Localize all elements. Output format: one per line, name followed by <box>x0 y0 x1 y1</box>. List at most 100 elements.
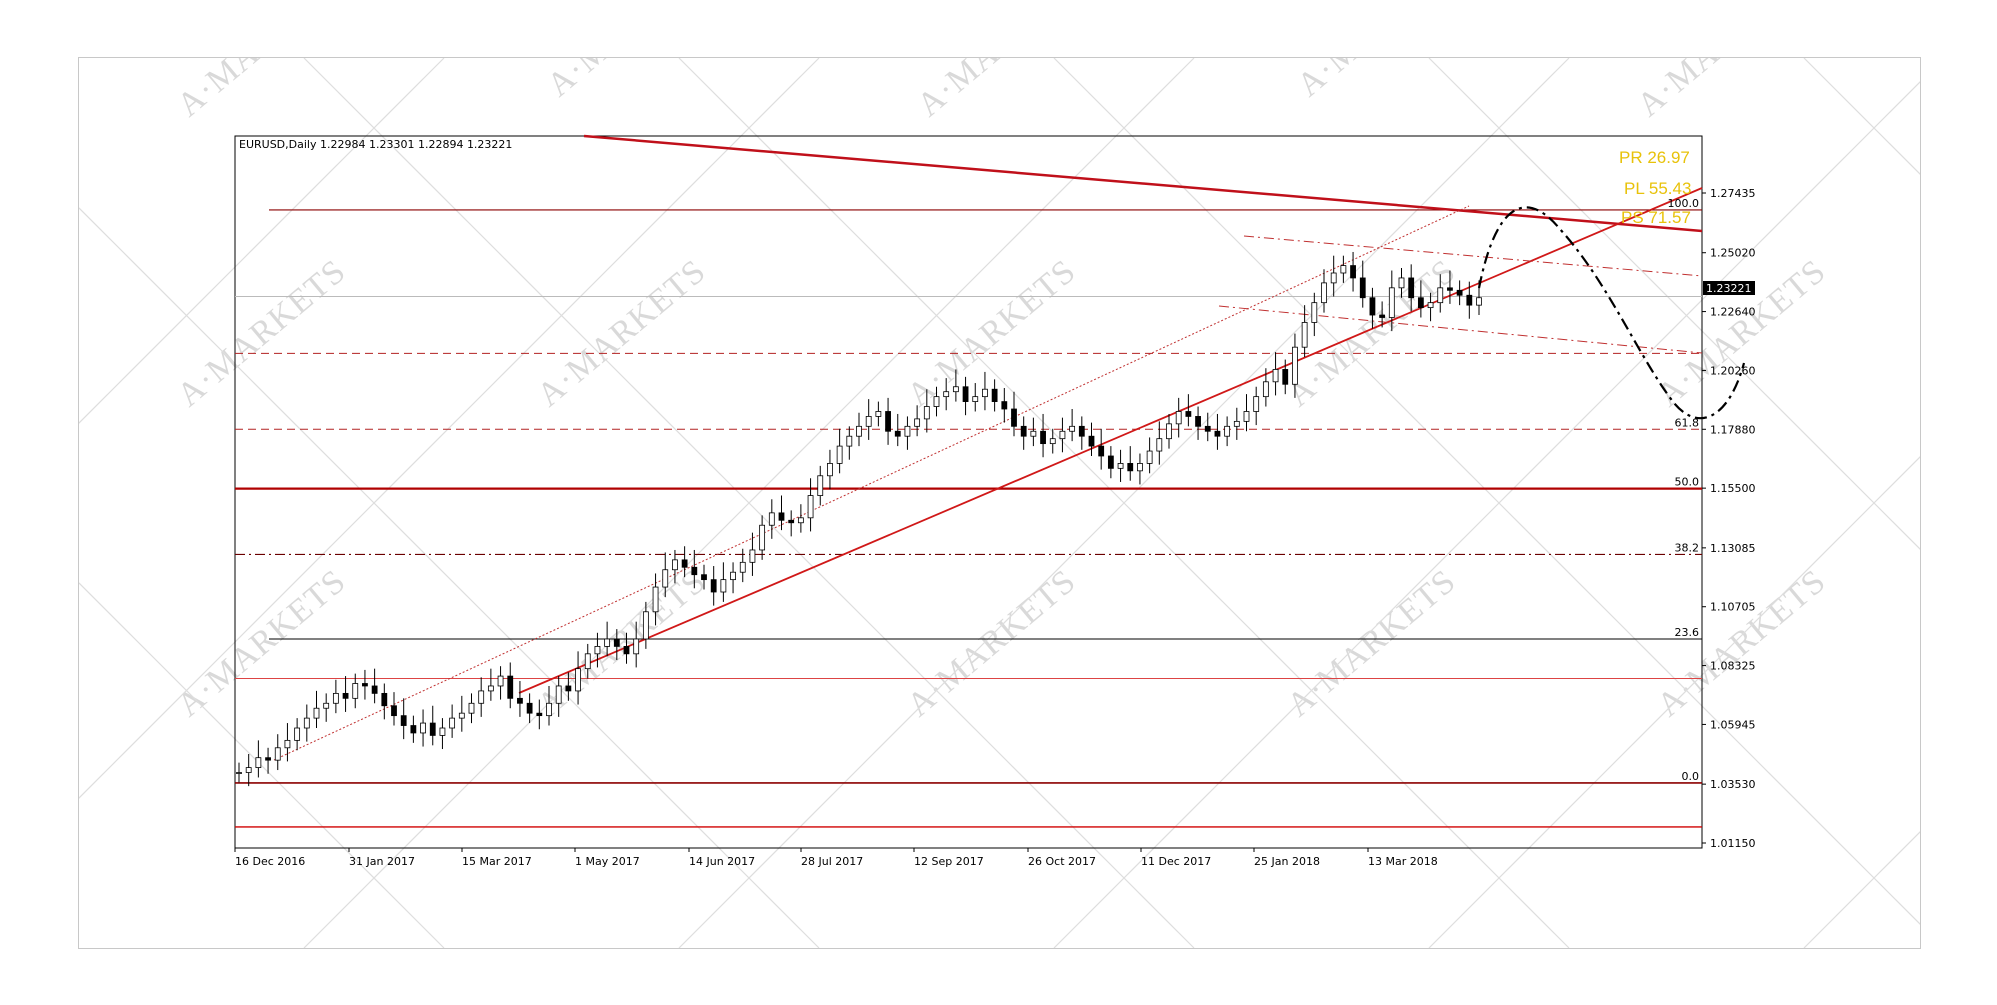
candle-body <box>1243 411 1250 422</box>
x-tick-label: 28 Jul 2017 <box>801 855 863 868</box>
candle-body <box>885 411 891 432</box>
candle-body <box>904 425 911 437</box>
candle-body <box>691 566 698 576</box>
watermark-logo: A·MARKETS <box>170 563 353 725</box>
lower-channel-line <box>1218 305 1703 354</box>
candle-body <box>478 690 485 704</box>
x-tick-label: 14 Jun 2017 <box>689 855 755 868</box>
candle-body <box>817 475 824 496</box>
candle-body <box>1272 369 1279 383</box>
candle-body <box>1427 302 1434 309</box>
y-tick-label: 1.05945 <box>1710 718 1756 731</box>
candle-body <box>894 430 901 437</box>
candle-body <box>526 702 533 714</box>
y-axis: 1.27435 1.25020 1.22640 1.20260 1.17880 1.155… <box>1702 187 1756 850</box>
annotation-pr: PR 26.97 <box>1619 148 1690 167</box>
candle-body <box>1369 297 1376 316</box>
candle-body <box>1388 287 1395 318</box>
y-tick-label: 1.22640 <box>1710 306 1756 319</box>
candle-body <box>323 702 330 709</box>
candle-body <box>846 435 853 447</box>
candle-body <box>710 579 717 593</box>
candle-body <box>1156 438 1163 452</box>
x-tick-label: 31 Jan 2017 <box>349 855 415 868</box>
candle-body <box>1030 430 1037 437</box>
watermark-logo: A·MARKETS <box>1280 563 1463 725</box>
candle-body <box>274 747 281 761</box>
candle-body <box>439 727 446 736</box>
y-tick-label: 1.03530 <box>1710 778 1756 791</box>
candle-body <box>1233 420 1240 427</box>
candle-body <box>827 463 833 477</box>
candle-body <box>923 406 930 420</box>
price-chart: A·MARKETS A·MARKETS A·MARKETS A·MARKETS A·MA… <box>79 58 1920 948</box>
candle-body <box>778 512 785 521</box>
watermark-logo: A·MARKETS <box>1650 253 1833 415</box>
candle-body <box>1379 314 1386 318</box>
last-price-tag: 1.23221 <box>1703 281 1755 295</box>
candle-body <box>1321 282 1327 304</box>
candle-body <box>623 646 630 655</box>
x-tick-label: 1 May 2017 <box>575 855 640 868</box>
y-tick-label: 1.17880 <box>1710 423 1756 436</box>
x-tick-label: 16 Dec 2016 <box>235 855 305 868</box>
candle-body <box>642 611 649 640</box>
candle-body <box>701 574 707 581</box>
x-tick-label: 13 Mar 2018 <box>1368 855 1438 868</box>
watermark-logo: A·MARKETS <box>1290 58 1473 104</box>
candle-body <box>565 685 572 692</box>
candle-body <box>662 569 669 588</box>
candle-body <box>681 559 688 568</box>
candle-body <box>1078 425 1085 437</box>
trend-lines <box>273 134 1703 761</box>
candle-body <box>1098 445 1105 457</box>
candle-body <box>1011 408 1017 427</box>
horizontal-levels <box>235 209 1702 828</box>
fib-level-label: 23.6 <box>1675 626 1700 639</box>
candle-body <box>856 425 862 437</box>
candle-body <box>836 445 843 464</box>
candle-body <box>788 519 795 524</box>
candle-body <box>933 396 940 407</box>
candle-body <box>594 646 601 655</box>
candle-body <box>633 638 640 655</box>
y-tick-label: 1.10705 <box>1710 601 1756 614</box>
upper-channel-line <box>1243 235 1703 277</box>
y-tick-label: 1.27435 <box>1710 187 1756 200</box>
fib-labels: 100.0 61.8 50.0 38.2 23.6 0.0 <box>1668 197 1700 783</box>
x-tick-label: 11 Dec 2017 <box>1141 855 1211 868</box>
candle-body <box>1476 297 1482 306</box>
y-tick-label: 1.15500 <box>1710 482 1756 495</box>
candle-body <box>1408 277 1415 299</box>
candle-body <box>749 549 756 563</box>
fib-level-label: 38.2 <box>1675 541 1700 554</box>
candle-body <box>468 702 475 714</box>
candle-body <box>652 586 659 613</box>
candle-body <box>575 668 581 692</box>
candle-body <box>352 683 359 699</box>
candle-body <box>342 692 349 699</box>
candle-body <box>1224 425 1231 437</box>
candle-body <box>303 717 310 729</box>
candle-body <box>1350 265 1356 279</box>
candle-body <box>1292 346 1298 385</box>
forecast-curve <box>1477 206 1746 420</box>
x-tick-label: 26 Oct 2017 <box>1028 855 1096 868</box>
candle-body <box>797 517 804 524</box>
forecast-path <box>1477 206 1746 420</box>
watermark-logo: A·MARKETS <box>170 58 353 124</box>
candle-body <box>1166 423 1172 440</box>
x-tick-label: 12 Sep 2017 <box>914 855 984 868</box>
candle-body <box>517 697 523 704</box>
candle-body <box>1049 438 1056 445</box>
y-tick-label: 1.25020 <box>1710 247 1756 260</box>
candle-body <box>739 561 746 573</box>
candle-body <box>982 388 988 398</box>
candle-body <box>730 571 736 581</box>
x-axis: 16 Dec 2016 31 Jan 2017 15 Mar 2017 1 May 2… <box>234 848 1438 868</box>
watermark-layer: A·MARKETS A·MARKETS A·MARKETS A·MARKETS A·MA… <box>170 58 1833 724</box>
watermark-logo: A·MARKETS <box>1630 58 1813 124</box>
candle-body <box>1417 297 1424 309</box>
dotted-channel-line <box>273 205 1470 761</box>
candle-body <box>1359 277 1366 299</box>
